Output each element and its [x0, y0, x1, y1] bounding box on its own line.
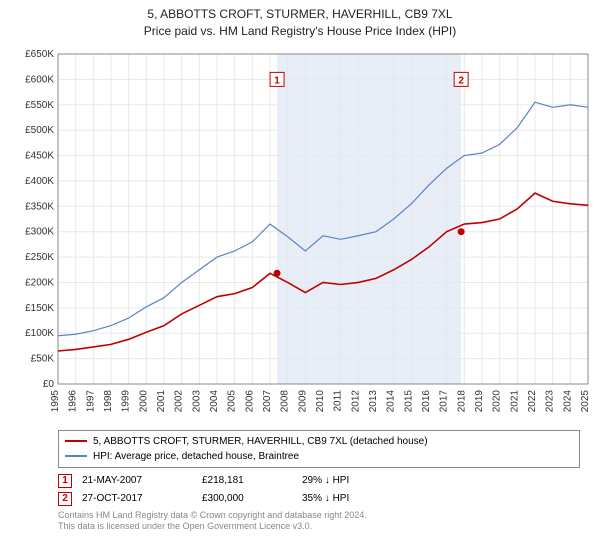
- footer-line2: This data is licensed under the Open Gov…: [58, 521, 580, 533]
- svg-text:£350K: £350K: [25, 201, 54, 212]
- legend-item-hpi: HPI: Average price, detached house, Brai…: [65, 449, 573, 464]
- chart-area: £0 £50K £100K £150K £200K £250K £300K £350K £400…: [10, 46, 590, 426]
- svg-text:£0: £0: [43, 379, 55, 390]
- svg-text:2025: 2025: [580, 389, 590, 412]
- transaction-price: £300,000: [202, 493, 302, 504]
- svg-text:1998: 1998: [103, 389, 114, 412]
- legend-label-subject: 5, ABBOTTS CROFT, STURMER, HAVERHILL, CB…: [93, 434, 428, 449]
- svg-text:1999: 1999: [121, 389, 132, 412]
- svg-text:2016: 2016: [421, 389, 432, 412]
- svg-text:£300K: £300K: [25, 226, 54, 237]
- chart-svg: £0 £50K £100K £150K £200K £250K £300K £350K £400…: [10, 46, 590, 426]
- svg-text:2012: 2012: [350, 389, 361, 412]
- transaction-row: 1 21-MAY-2007 £218,181 29% ↓ HPI: [58, 472, 580, 490]
- svg-text:£150K: £150K: [25, 302, 54, 313]
- svg-text:2021: 2021: [509, 389, 520, 412]
- svg-text:2022: 2022: [527, 389, 538, 412]
- transaction-marker: 1: [58, 474, 72, 488]
- svg-text:£600K: £600K: [25, 74, 54, 85]
- footer-line1: Contains HM Land Registry data © Crown c…: [58, 510, 580, 522]
- title-address: 5, ABBOTTS CROFT, STURMER, HAVERHILL, CB…: [10, 6, 590, 23]
- transaction-delta: 29% ↓ HPI: [302, 475, 422, 486]
- svg-text:2007: 2007: [262, 389, 273, 412]
- svg-text:2020: 2020: [492, 389, 503, 412]
- svg-text:2010: 2010: [315, 389, 326, 412]
- transaction-price: £218,181: [202, 475, 302, 486]
- title-subtitle: Price paid vs. HM Land Registry's House …: [10, 23, 590, 40]
- svg-text:2013: 2013: [368, 389, 379, 412]
- svg-text:2018: 2018: [456, 389, 467, 412]
- svg-text:2002: 2002: [174, 389, 185, 412]
- chart-container: 5, ABBOTTS CROFT, STURMER, HAVERHILL, CB…: [0, 0, 600, 560]
- legend-box: 5, ABBOTTS CROFT, STURMER, HAVERHILL, CB…: [58, 430, 580, 468]
- transaction-list: 1 21-MAY-2007 £218,181 29% ↓ HPI 2 27-OC…: [58, 472, 580, 508]
- svg-text:£500K: £500K: [25, 125, 54, 136]
- legend-swatch-hpi: [65, 455, 87, 457]
- legend-swatch-subject: [65, 440, 87, 442]
- svg-text:£550K: £550K: [25, 99, 54, 110]
- svg-text:2014: 2014: [386, 389, 397, 412]
- svg-text:1: 1: [274, 75, 280, 86]
- svg-text:2004: 2004: [209, 389, 220, 412]
- svg-text:2000: 2000: [138, 389, 149, 412]
- svg-text:£450K: £450K: [25, 150, 54, 161]
- svg-text:£400K: £400K: [25, 176, 54, 187]
- svg-text:2019: 2019: [474, 389, 485, 412]
- footer: Contains HM Land Registry data © Crown c…: [58, 510, 580, 533]
- title-block: 5, ABBOTTS CROFT, STURMER, HAVERHILL, CB…: [10, 6, 590, 40]
- svg-text:2011: 2011: [333, 389, 344, 411]
- svg-text:2: 2: [458, 75, 464, 86]
- transaction-date: 27-OCT-2017: [82, 493, 202, 504]
- svg-text:1997: 1997: [85, 389, 96, 412]
- transaction-date: 21-MAY-2007: [82, 475, 202, 486]
- svg-text:£50K: £50K: [31, 353, 55, 364]
- svg-text:2015: 2015: [403, 389, 414, 412]
- svg-text:2009: 2009: [297, 389, 308, 412]
- svg-text:2005: 2005: [227, 389, 238, 412]
- svg-text:£100K: £100K: [25, 328, 54, 339]
- svg-text:2017: 2017: [439, 389, 450, 412]
- svg-text:2006: 2006: [244, 389, 255, 412]
- transaction-marker: 2: [58, 492, 72, 506]
- svg-text:2024: 2024: [562, 389, 573, 412]
- svg-text:1995: 1995: [50, 389, 61, 412]
- legend-label-hpi: HPI: Average price, detached house, Brai…: [93, 449, 299, 464]
- legend-item-subject: 5, ABBOTTS CROFT, STURMER, HAVERHILL, CB…: [65, 434, 573, 449]
- transaction-row: 2 27-OCT-2017 £300,000 35% ↓ HPI: [58, 490, 580, 508]
- svg-text:2023: 2023: [545, 389, 556, 412]
- svg-text:£250K: £250K: [25, 252, 54, 263]
- transaction-delta: 35% ↓ HPI: [302, 493, 422, 504]
- svg-text:2008: 2008: [280, 389, 291, 412]
- svg-text:2003: 2003: [191, 389, 202, 412]
- svg-text:1996: 1996: [68, 389, 79, 412]
- svg-text:2001: 2001: [156, 389, 167, 412]
- svg-text:£650K: £650K: [25, 49, 54, 60]
- svg-text:£200K: £200K: [25, 277, 54, 288]
